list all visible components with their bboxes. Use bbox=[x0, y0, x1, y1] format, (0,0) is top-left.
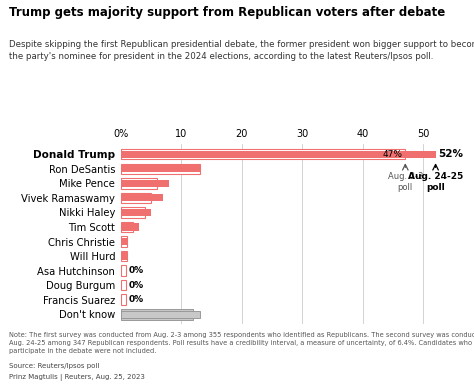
Bar bbox=[121, 265, 126, 276]
Text: 47%: 47% bbox=[383, 150, 402, 159]
Text: 0%: 0% bbox=[128, 295, 143, 304]
Text: 52%: 52% bbox=[438, 149, 464, 159]
Bar bbox=[121, 236, 127, 247]
Text: 0%: 0% bbox=[128, 281, 143, 290]
Bar bbox=[121, 295, 126, 305]
Bar bbox=[121, 252, 127, 260]
Bar bbox=[121, 223, 139, 231]
Text: Aug. 24-25
poll: Aug. 24-25 poll bbox=[408, 172, 463, 192]
Bar bbox=[121, 280, 126, 290]
Text: Prinz Magtulis | Reuters, Aug. 25, 2023: Prinz Magtulis | Reuters, Aug. 25, 2023 bbox=[9, 374, 146, 381]
Bar bbox=[121, 251, 127, 261]
Bar bbox=[121, 151, 436, 158]
Bar bbox=[121, 193, 151, 203]
Bar bbox=[121, 165, 200, 172]
Bar bbox=[121, 209, 151, 216]
Bar bbox=[121, 178, 157, 189]
Bar bbox=[121, 311, 200, 318]
Bar bbox=[121, 207, 145, 218]
Bar bbox=[121, 238, 127, 245]
Bar bbox=[121, 222, 133, 232]
Bar bbox=[121, 194, 163, 202]
Text: 0%: 0% bbox=[128, 266, 143, 275]
Bar bbox=[121, 180, 169, 187]
Text: Trump gets majority support from Republican voters after debate: Trump gets majority support from Republi… bbox=[9, 6, 446, 19]
Bar bbox=[121, 309, 193, 319]
Bar bbox=[121, 149, 405, 159]
Text: Note: The first survey was conducted from Aug. 2-3 among 355 respondents who ide: Note: The first survey was conducted fro… bbox=[9, 332, 474, 354]
Text: Aug. 2-3
poll: Aug. 2-3 poll bbox=[388, 172, 423, 192]
Text: Despite skipping the first Republican presidential debate, the former president : Despite skipping the first Republican pr… bbox=[9, 40, 474, 61]
Text: Source: Reuters/Ipsos poll: Source: Reuters/Ipsos poll bbox=[9, 363, 100, 369]
Bar bbox=[121, 164, 200, 174]
